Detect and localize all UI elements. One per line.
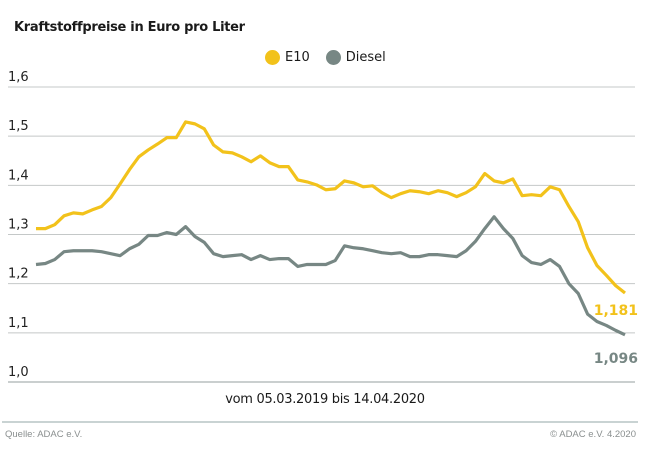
legend-item-diesel: Diesel xyxy=(325,50,386,65)
y-tick-label: 1,6 xyxy=(8,70,29,85)
legend-label-e10: E10 xyxy=(285,50,310,65)
chart-title: Kraftstoffpreise in Euro pro Liter xyxy=(14,20,245,35)
y-tick-label: 1,5 xyxy=(8,119,29,134)
y-tick-label: 1,1 xyxy=(8,316,29,331)
legend-swatch-diesel xyxy=(325,50,341,65)
legend: E10 Diesel xyxy=(265,50,396,65)
copyright-note: © ADAC e.V. 4.2020 xyxy=(550,429,636,440)
legend-swatch-e10 xyxy=(265,50,280,65)
series-line-e10 xyxy=(36,120,626,295)
source-note: Quelle: ADAC e.V. xyxy=(5,429,83,440)
series-line-diesel xyxy=(35,215,626,337)
y-tick-label: 1,0 xyxy=(8,365,29,380)
legend-label-diesel: Diesel xyxy=(345,50,386,65)
footer-divider xyxy=(2,421,638,423)
end-label-e10: 1,181 xyxy=(594,303,638,319)
legend-item-e10: E10 xyxy=(265,50,310,65)
y-tick-label: 1,2 xyxy=(8,267,29,282)
x-axis-label: vom 05.03.2019 bis 14.04.2020 xyxy=(225,392,425,407)
end-label-diesel: 1,096 xyxy=(594,351,638,367)
y-tick-label: 1,3 xyxy=(8,218,29,233)
y-tick-label: 1,4 xyxy=(8,168,29,183)
